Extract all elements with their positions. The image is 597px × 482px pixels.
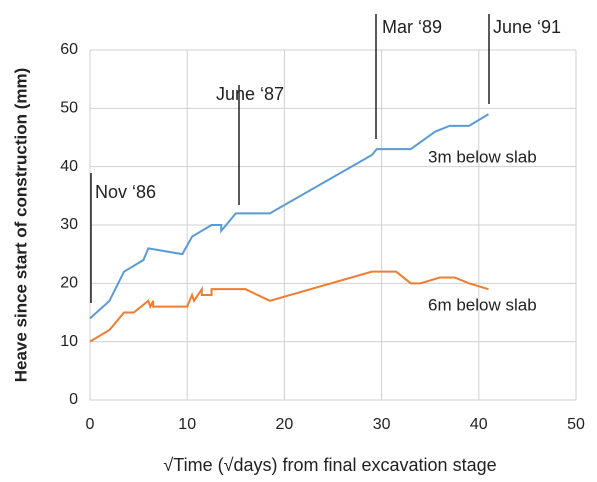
data-line [89,113,490,320]
x-tick-label: 40 [470,416,488,433]
y-tick-label: 0 [69,391,78,408]
x-tick-label: 30 [373,416,391,433]
x-tick-label: 20 [276,416,294,433]
annotation: June ‘91 [493,17,561,37]
annotation: Nov ‘86 [95,182,156,202]
x-tick-label: 0 [86,416,95,433]
y-tick-label: 20 [60,275,78,292]
y-axis-label: Heave since start of construction (mm) [11,68,30,383]
series-label: 3m below slab [428,147,537,166]
annotation: June ‘87 [216,84,284,104]
data-line [89,270,489,343]
annotation: Mar ‘89 [382,17,442,37]
y-tick-label: 60 [60,41,78,58]
x-tick-label: 10 [178,416,196,433]
series-label: 6m below slab [428,295,537,314]
y-tick-label: 40 [60,158,78,175]
y-tick-label: 30 [60,216,78,233]
x-axis-label: √Time (√days) from final excavation stag… [163,455,496,475]
x-tick-label: 50 [567,416,585,433]
y-tick-label: 10 [60,333,78,350]
y-tick-label: 50 [60,100,78,117]
